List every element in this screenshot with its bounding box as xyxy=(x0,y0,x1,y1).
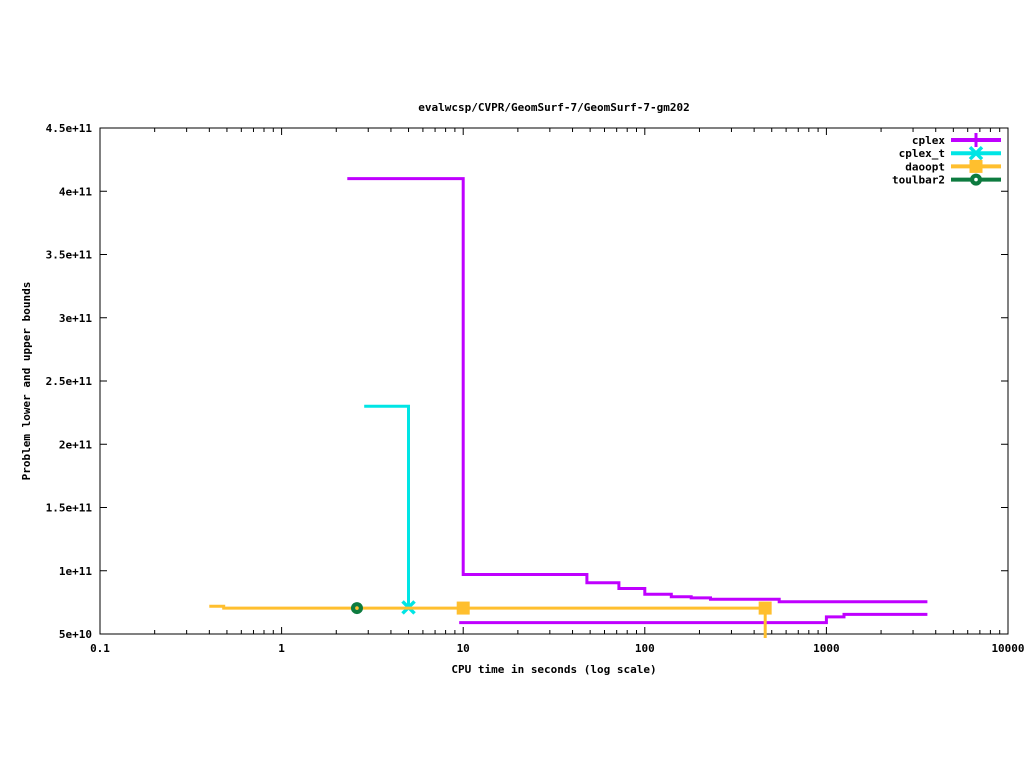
legend-label: toulbar2 xyxy=(892,174,945,187)
series-line-cplex_t xyxy=(364,404,410,608)
series-toulbar2 xyxy=(350,602,363,615)
x-tick-label: 0.1 xyxy=(90,642,110,655)
chart-title: evalwcsp/CVPR/GeomSurf-7/GeomSurf-7-gm20… xyxy=(418,101,690,114)
x-axis-label: CPU time in seconds (log scale) xyxy=(451,663,657,676)
y-tick-label: 2.5e+11 xyxy=(46,375,93,388)
series-cplex_t xyxy=(364,404,416,615)
series-daoopt xyxy=(209,601,772,638)
plot-border xyxy=(99,127,1009,635)
circle-marker-center xyxy=(355,606,359,610)
series-line-cplex xyxy=(347,177,928,604)
x-tick-label: 100 xyxy=(635,642,655,655)
y-tick-label: 2e+11 xyxy=(59,438,92,451)
series-line-cplex xyxy=(459,612,928,625)
legend-item-cplex_t: cplex_t xyxy=(899,145,1001,161)
series-line-daoopt xyxy=(209,604,767,638)
legend-label: cplex xyxy=(912,134,945,147)
x-tick-label: 1000 xyxy=(813,642,840,655)
x-axis: 0.1 1 10 100 1000 10000 xyxy=(90,128,1024,655)
x-marker xyxy=(968,145,984,161)
y-tick-label: 1.5e+11 xyxy=(46,502,93,515)
x-tick-label: 10000 xyxy=(991,642,1024,655)
y-tick-label: 1e+11 xyxy=(59,565,92,578)
legend-label: cplex_t xyxy=(899,147,945,160)
y-tick-label: 3e+11 xyxy=(59,312,92,325)
y-tick-label: 3.5e+11 xyxy=(46,249,93,262)
legend-item-toulbar2: toulbar2 xyxy=(892,173,1001,187)
legend-item-daoopt: daoopt xyxy=(905,159,1001,173)
square-marker xyxy=(969,159,983,173)
y-tick-label: 4e+11 xyxy=(59,185,92,198)
y-axis: 5e+10 1e+11 1.5e+11 2e+11 2.5e+11 3e+11 3.5e+1… xyxy=(46,122,1008,641)
legend-item-cplex: cplex xyxy=(912,133,1001,147)
circle-marker-center xyxy=(974,177,978,182)
square-marker xyxy=(456,601,470,615)
x-tick-label: 1 xyxy=(278,642,285,655)
x-tick-label: 10 xyxy=(457,642,470,655)
series-cplex xyxy=(347,177,928,625)
y-tick-label: 5e+10 xyxy=(59,628,92,641)
legend-label: daoopt xyxy=(905,160,945,173)
y-tick-label: 4.5e+11 xyxy=(46,122,93,135)
square-marker xyxy=(758,601,772,615)
